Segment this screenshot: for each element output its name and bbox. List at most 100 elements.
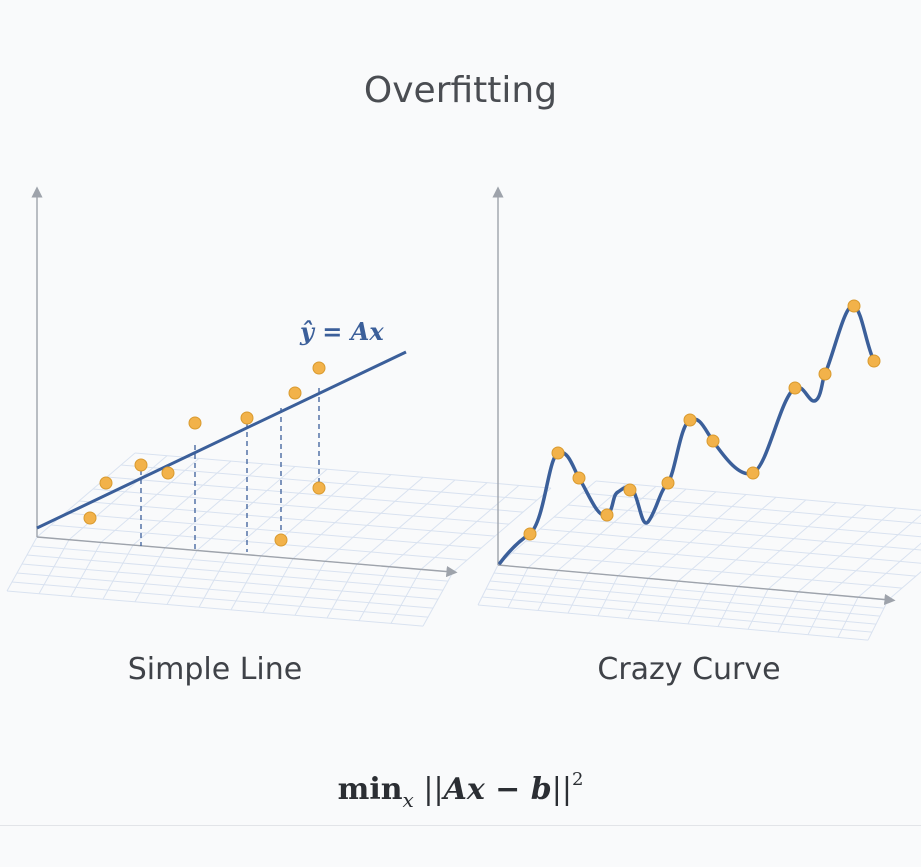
grid-line bbox=[38, 539, 70, 594]
grid-line bbox=[553, 516, 921, 551]
data-point bbox=[572, 471, 586, 485]
grid-line bbox=[557, 486, 657, 571]
grid-line bbox=[326, 563, 358, 619]
formula-open-norm: || bbox=[413, 772, 444, 807]
grid-line bbox=[198, 552, 230, 608]
left-residuals bbox=[140, 388, 320, 552]
grid-line bbox=[262, 558, 294, 613]
grid-line bbox=[31, 545, 449, 582]
data-point bbox=[623, 483, 637, 497]
right-points bbox=[523, 299, 881, 541]
data-point bbox=[788, 381, 802, 395]
data-point bbox=[161, 466, 175, 480]
grid-line bbox=[6, 536, 38, 592]
grid-line bbox=[747, 589, 769, 630]
grid-line bbox=[294, 561, 326, 616]
grid-line bbox=[777, 591, 799, 633]
grid-line bbox=[539, 528, 921, 564]
grid-line bbox=[92, 488, 510, 525]
grid-line bbox=[737, 502, 837, 587]
grid-line bbox=[196, 466, 296, 551]
grid-line bbox=[857, 542, 921, 598]
grid-line bbox=[228, 468, 328, 554]
grid-line bbox=[164, 463, 264, 549]
data-point bbox=[706, 434, 720, 448]
grid-line bbox=[485, 588, 877, 625]
bottom-divider bbox=[0, 825, 921, 826]
data-point bbox=[661, 476, 675, 490]
left-axes bbox=[31, 186, 458, 578]
data-point bbox=[83, 511, 97, 525]
data-point bbox=[683, 413, 697, 427]
data-point bbox=[99, 476, 113, 490]
grid-line bbox=[797, 507, 897, 593]
grid-line bbox=[511, 552, 903, 589]
grid-line bbox=[166, 550, 198, 605]
grid-line bbox=[16, 572, 434, 609]
grid-line bbox=[627, 578, 649, 619]
grid-line bbox=[356, 479, 456, 565]
grid-line bbox=[493, 572, 885, 609]
grid-line bbox=[617, 491, 717, 577]
data-point bbox=[551, 446, 565, 460]
grid-line bbox=[481, 596, 873, 633]
grid-line bbox=[717, 586, 739, 627]
grid-line bbox=[597, 575, 619, 617]
grid-line bbox=[36, 452, 136, 538]
grid-line bbox=[887, 571, 921, 601]
grid-line bbox=[390, 569, 422, 624]
left-points bbox=[83, 361, 326, 547]
grid-line bbox=[50, 524, 468, 561]
grid-line bbox=[867, 599, 889, 641]
grid-line bbox=[595, 480, 921, 511]
grid-line bbox=[134, 547, 166, 603]
right-grid bbox=[477, 480, 921, 641]
grid-line bbox=[587, 488, 687, 574]
grid-line bbox=[527, 483, 627, 569]
data-point bbox=[600, 508, 614, 522]
grid-line bbox=[230, 555, 262, 611]
grid-line bbox=[537, 570, 559, 611]
grid-line bbox=[102, 544, 134, 600]
grid-line bbox=[6, 590, 424, 627]
grid-line bbox=[68, 455, 168, 541]
grid-line bbox=[21, 563, 439, 600]
grid-line bbox=[647, 494, 747, 579]
grid-line bbox=[388, 482, 488, 568]
data-point bbox=[288, 386, 302, 400]
fitted-line-equation: ŷ = Ax bbox=[299, 317, 384, 346]
grid-line bbox=[567, 572, 589, 614]
data-point bbox=[746, 466, 760, 480]
data-point bbox=[240, 411, 254, 425]
grid-line bbox=[707, 499, 807, 585]
grid-line bbox=[132, 460, 232, 546]
grid-line bbox=[807, 594, 829, 635]
grid-line bbox=[567, 504, 921, 538]
grid-line bbox=[100, 458, 200, 543]
left-x-axis bbox=[36, 536, 458, 578]
data-point bbox=[867, 354, 881, 368]
grid-line bbox=[120, 464, 538, 501]
grid-line bbox=[687, 583, 709, 625]
left-panel-label: Simple Line bbox=[127, 652, 303, 687]
right-x-axis bbox=[497, 564, 896, 606]
grid-line bbox=[677, 496, 777, 582]
right-panel-label: Crazy Curve bbox=[597, 652, 781, 687]
objective-formula: minx ||Ax − b||2 bbox=[0, 769, 921, 812]
grid-line bbox=[78, 500, 496, 537]
grid-line bbox=[477, 604, 869, 641]
grid-line bbox=[507, 567, 529, 608]
grid-line bbox=[420, 485, 520, 570]
data-point bbox=[523, 527, 537, 541]
data-point bbox=[188, 416, 202, 430]
formula-close-norm: || bbox=[551, 772, 572, 807]
grid-line bbox=[657, 580, 679, 622]
grid-line bbox=[134, 452, 552, 489]
overfit-curve bbox=[498, 304, 876, 565]
data-point bbox=[312, 481, 326, 495]
data-point bbox=[274, 533, 288, 547]
grid-line bbox=[767, 504, 867, 590]
data-point bbox=[818, 367, 832, 381]
grid-line bbox=[358, 566, 390, 621]
